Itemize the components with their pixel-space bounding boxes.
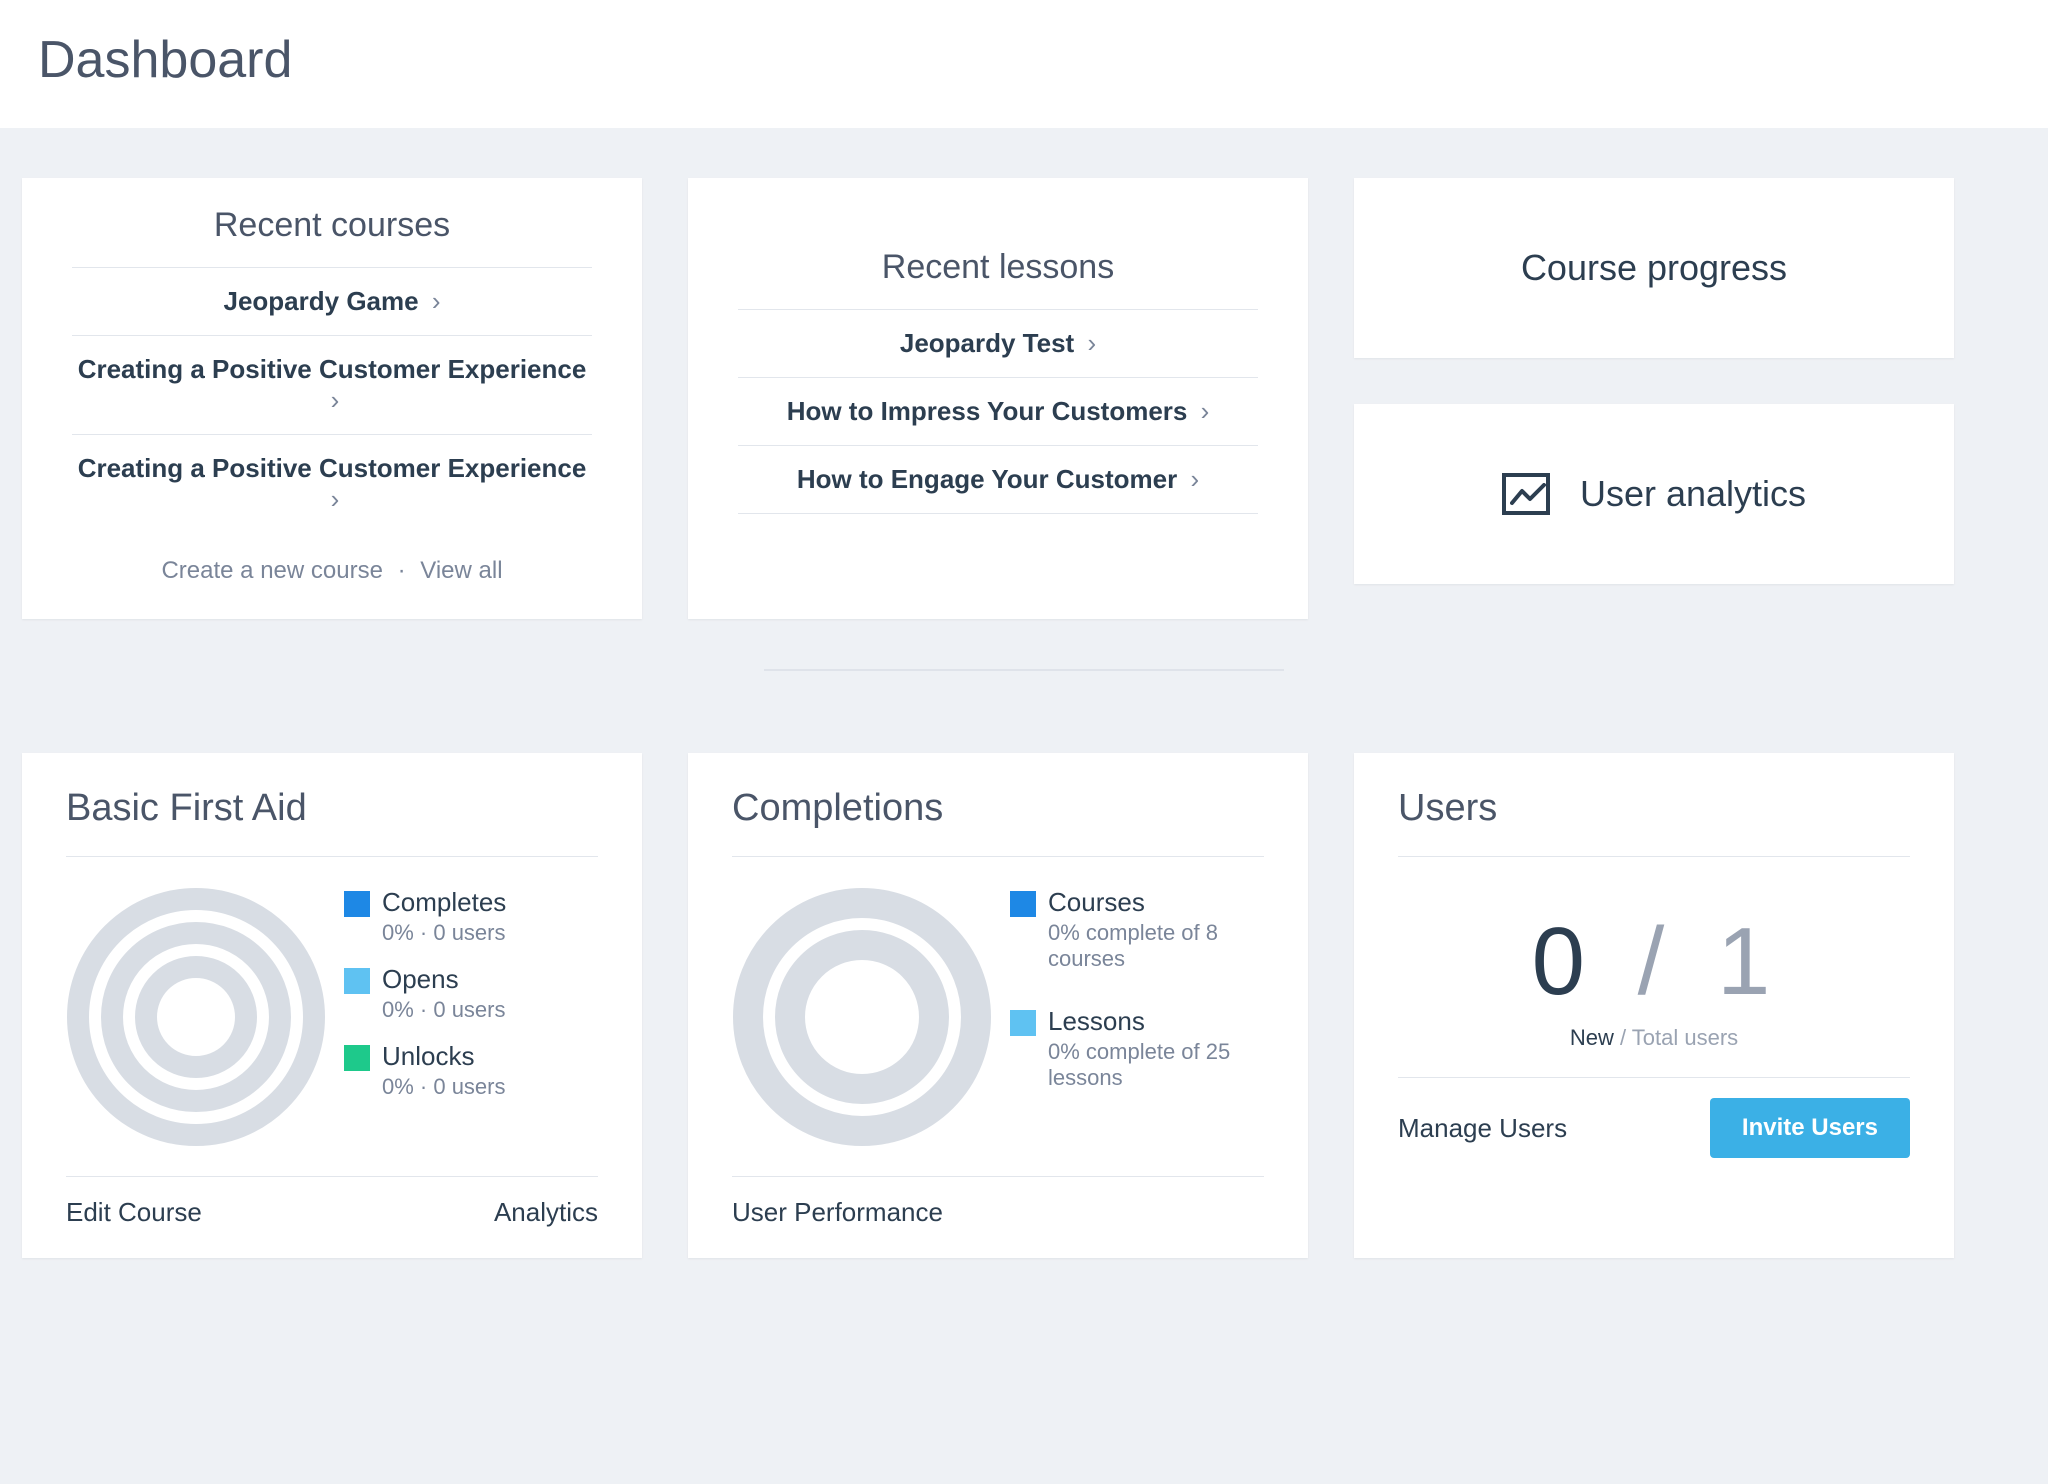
legend-sub: 0% · 0 users xyxy=(382,1074,506,1100)
users-title: Users xyxy=(1398,787,1910,857)
legend-label: Completes xyxy=(382,887,506,918)
legend-swatch-courses xyxy=(1010,891,1036,917)
legend-item: Completes 0% · 0 users xyxy=(344,887,598,946)
users-total-count: 1 xyxy=(1717,908,1776,1015)
legend-swatch-lessons xyxy=(1010,1010,1036,1036)
recent-lesson-item[interactable]: How to Engage Your Customer › xyxy=(738,445,1258,514)
first-aid-legend: Completes 0% · 0 users Opens 0% · 0 user… xyxy=(338,887,598,1118)
chevron-right-icon: › xyxy=(331,385,340,415)
recent-lesson-label: Jeopardy Test xyxy=(900,328,1074,358)
create-course-link[interactable]: Create a new course xyxy=(161,557,382,584)
legend-item: Lessons 0% complete of 25 lessons xyxy=(1010,1006,1264,1091)
recent-courses-title: Recent courses xyxy=(72,206,592,245)
recent-lesson-label: How to Impress Your Customers xyxy=(787,396,1188,426)
users-card: Users 0 / 1 New / Total users Manage Use… xyxy=(1354,753,1954,1258)
first-aid-title: Basic First Aid xyxy=(66,787,598,857)
user-performance-link[interactable]: User Performance xyxy=(732,1197,943,1228)
manage-users-link[interactable]: Manage Users xyxy=(1398,1113,1567,1144)
legend-label: Courses xyxy=(1048,887,1264,918)
recent-courses-card: Recent courses Jeopardy Game › Creating … xyxy=(22,178,642,619)
recent-course-item[interactable]: Creating a Positive Customer Experience … xyxy=(72,335,592,434)
user-analytics-title: User analytics xyxy=(1580,473,1806,515)
recent-lesson-item[interactable]: Jeopardy Test › xyxy=(738,309,1258,377)
completions-donut xyxy=(732,887,992,1152)
users-slash: / xyxy=(1638,908,1671,1015)
recent-lessons-card: Recent lessons Jeopardy Test › How to Im… xyxy=(688,178,1308,619)
top-row: Recent courses Jeopardy Game › Creating … xyxy=(22,178,2026,619)
chevron-right-icon: › xyxy=(1201,396,1210,426)
chevron-right-icon: › xyxy=(432,286,441,316)
chevron-right-icon: › xyxy=(331,484,340,514)
completions-legend: Courses 0% complete of 8 courses Lessons… xyxy=(1004,887,1264,1109)
section-divider xyxy=(764,669,1284,671)
legend-swatch-unlocks xyxy=(344,1045,370,1071)
completions-title: Completions xyxy=(732,787,1264,857)
legend-sub: 0% complete of 25 lessons xyxy=(1048,1039,1264,1091)
first-aid-card: Basic First Aid Completes 0 xyxy=(22,753,642,1258)
legend-swatch-completes xyxy=(344,891,370,917)
users-caption-rest: / Total users xyxy=(1614,1025,1738,1050)
users-counter: 0 / 1 New / Total users xyxy=(1398,857,1910,1078)
recent-course-item[interactable]: Creating a Positive Customer Experience … xyxy=(72,434,592,533)
legend-item: Courses 0% complete of 8 courses xyxy=(1010,887,1264,972)
completions-card: Completions Courses 0% complete of 8 cou xyxy=(688,753,1308,1258)
recent-lesson-label: How to Engage Your Customer xyxy=(797,464,1177,494)
legend-swatch-opens xyxy=(344,968,370,994)
edit-course-link[interactable]: Edit Course xyxy=(66,1197,202,1228)
view-all-link[interactable]: View all xyxy=(420,557,502,584)
chevron-right-icon: › xyxy=(1190,464,1199,494)
content-area: Recent courses Jeopardy Game › Creating … xyxy=(0,128,2048,1484)
analytics-icon xyxy=(1502,473,1550,515)
users-new-count: 0 xyxy=(1532,908,1591,1015)
dot-separator: · xyxy=(398,557,406,584)
legend-sub: 0% · 0 users xyxy=(382,997,506,1023)
invite-users-button[interactable]: Invite Users xyxy=(1710,1098,1910,1158)
bottom-row: Basic First Aid Completes 0 xyxy=(22,753,2026,1258)
legend-item: Opens 0% · 0 users xyxy=(344,964,598,1023)
recent-lesson-item[interactable]: How to Impress Your Customers › xyxy=(738,377,1258,445)
legend-label: Lessons xyxy=(1048,1006,1264,1037)
page-title: Dashboard xyxy=(38,30,2010,90)
users-caption-new: New xyxy=(1570,1025,1614,1050)
legend-label: Opens xyxy=(382,964,506,995)
course-progress-title: Course progress xyxy=(1521,247,1787,289)
recent-course-label: Creating a Positive Customer Experience xyxy=(78,453,587,483)
recent-lessons-title: Recent lessons xyxy=(738,248,1258,287)
legend-sub: 0% · 0 users xyxy=(382,920,506,946)
first-aid-donut xyxy=(66,887,326,1152)
legend-item: Unlocks 0% · 0 users xyxy=(344,1041,598,1100)
course-progress-card[interactable]: Course progress xyxy=(1354,178,1954,358)
recent-course-item[interactable]: Jeopardy Game › xyxy=(72,267,592,335)
recent-courses-footer: Create a new course · View all xyxy=(72,557,592,585)
legend-sub: 0% complete of 8 courses xyxy=(1048,920,1264,972)
top-right-column: Course progress User analytics xyxy=(1354,178,1954,619)
recent-course-label: Jeopardy Game xyxy=(224,286,419,316)
user-analytics-card[interactable]: User analytics xyxy=(1354,404,1954,584)
recent-course-label: Creating a Positive Customer Experience xyxy=(78,354,587,384)
analytics-link[interactable]: Analytics xyxy=(494,1197,598,1228)
page-header: Dashboard xyxy=(0,0,2048,128)
legend-label: Unlocks xyxy=(382,1041,506,1072)
chevron-right-icon: › xyxy=(1087,328,1096,358)
